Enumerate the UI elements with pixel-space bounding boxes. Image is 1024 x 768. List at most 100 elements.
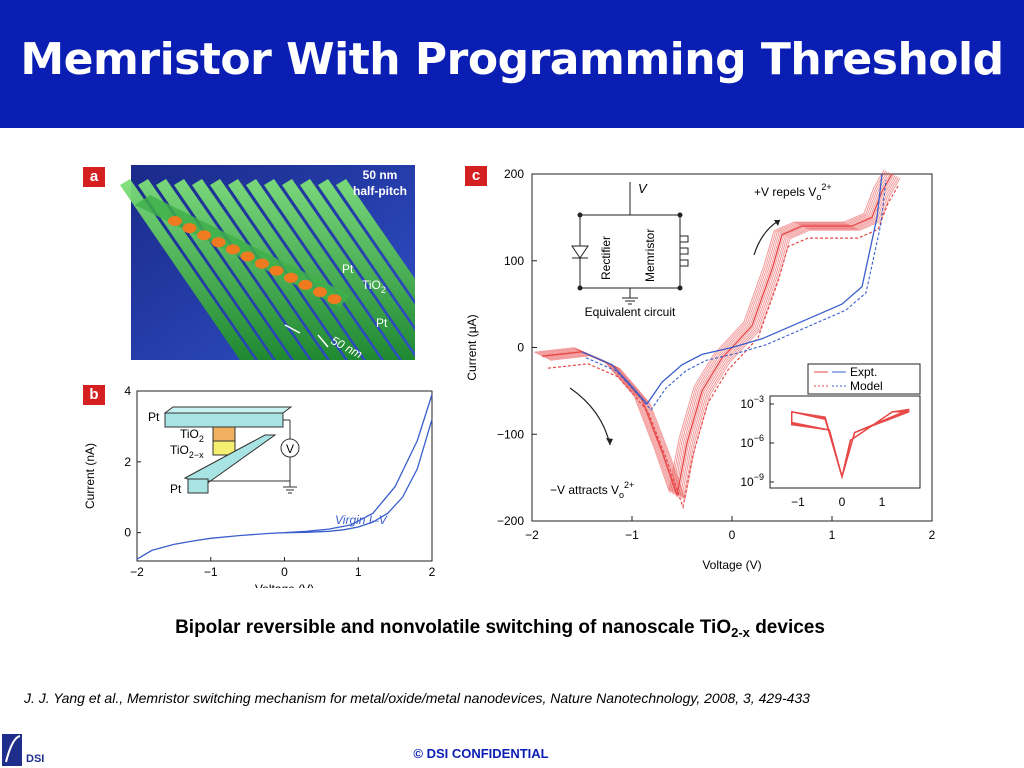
x-axis-label: Voltage (V)	[702, 558, 761, 572]
y-tick-label: 4	[124, 384, 131, 398]
meter-label: V	[286, 442, 294, 456]
expt-cycle	[535, 170, 887, 494]
nanowire	[246, 179, 381, 360]
scale-label-1: 50 nm	[363, 168, 398, 182]
inset-loop	[791, 411, 910, 480]
inset-tio2x: TiO2−x	[170, 443, 204, 460]
y-tick-label: 2	[124, 455, 131, 469]
y-tick-label: 0	[517, 341, 524, 355]
reference-citation: J. J. Yang et al., Memristor switching m…	[24, 690, 810, 706]
junction-pad	[240, 251, 255, 262]
junction-pad	[269, 265, 284, 276]
annotation-repels: +V repels Vo2+	[754, 182, 832, 202]
panel-a: a 50 nm half-pitch Pt TiO2 Pt 50 nm	[80, 165, 471, 360]
x-tick-label: 2	[929, 528, 936, 542]
panel-a-letter: a	[83, 167, 105, 187]
nanowire	[192, 179, 327, 360]
expt-cycle	[538, 172, 890, 496]
switching-iv-chart: −2 −1 0 1 2 −200 −100 0 100 200 Voltage (V) Current…	[465, 167, 936, 572]
nanowire	[282, 179, 417, 360]
x-tick-label: 1	[829, 528, 836, 542]
iv-curve-0	[136, 394, 433, 560]
figure-caption: Bipolar reversible and nonvolatile switc…	[175, 617, 825, 640]
junction-pad	[211, 237, 226, 248]
nanowire	[120, 179, 255, 360]
slide-title: Memristor With Programming Threshold	[20, 34, 1004, 85]
legend-expt: Expt.	[850, 365, 877, 379]
expt-cycle	[549, 177, 901, 501]
junction-pad	[226, 244, 240, 255]
annotation-attracts: −V attracts Vo2+	[550, 480, 634, 500]
panel-c: c −2 −1 0 1 2 −200 −100 0 100 200 Voltage (V) Curre…	[462, 160, 942, 590]
junction-pad	[327, 294, 342, 305]
inset-pt-bottom: Pt	[170, 482, 182, 496]
arrow-marker-2	[317, 334, 329, 348]
legend-virgin: Virgin I–V	[335, 513, 388, 527]
junction-pad	[182, 223, 197, 234]
tio2x-layer	[212, 440, 236, 456]
x-tick-label: 0	[281, 565, 288, 579]
y-tick-label: 100	[504, 254, 524, 268]
inset-xtick-2: 0	[839, 495, 846, 509]
pt-top-face	[163, 406, 293, 414]
circuit-v-label: V	[638, 181, 648, 196]
diode-icon	[571, 245, 589, 259]
model-curve	[581, 173, 883, 405]
inset-pt-top: Pt	[148, 410, 160, 424]
iv-curve-1	[284, 419, 433, 534]
equivalent-circuit: V Rectifier Memristor Equivalent circuit	[571, 181, 689, 319]
crossbar-afm-image	[120, 165, 471, 360]
nanowire	[300, 179, 435, 360]
pt-top-electrode	[164, 412, 284, 428]
y-tick-label: 200	[504, 167, 524, 181]
label-50nm: 50 nm	[329, 333, 365, 360]
logo-text: DSI	[26, 753, 44, 765]
footer-confidential: © DSI CONFIDENTIAL	[413, 746, 549, 761]
x-tick-label: −2	[130, 565, 144, 579]
inset-xtick-1: −1	[791, 495, 805, 509]
x-tick-label: 2	[429, 565, 436, 579]
inset-ytick-2: 10−6	[740, 433, 764, 450]
panel-c-letter: c	[465, 166, 487, 186]
x-tick-label: −2	[525, 528, 539, 542]
junction-pad	[298, 279, 313, 290]
title-bar: Memristor With Programming Threshold	[0, 0, 1024, 128]
nanowire	[264, 179, 399, 360]
junction-pad	[197, 230, 211, 241]
inset-tio2: TiO2	[180, 427, 204, 444]
memristor-label: Memristor	[643, 229, 657, 282]
x-tick-label: −1	[204, 565, 218, 579]
rectifier-label: Rectifier	[599, 236, 613, 280]
inset-ytick-1: 10−3	[740, 394, 764, 411]
expt-cycle	[537, 171, 888, 495]
arrow-attracts	[569, 387, 611, 446]
junction-pad	[284, 272, 298, 283]
junction-pad	[255, 258, 269, 269]
dsi-logo: DSI	[0, 732, 60, 768]
label-pt-top: Pt	[342, 262, 354, 276]
x-tick-label: −1	[625, 528, 639, 542]
panel-b-letter: b	[83, 385, 105, 405]
y-tick-label: 0	[124, 526, 131, 540]
label-tio2: TiO2	[362, 278, 386, 295]
model-curve-dotted	[585, 179, 887, 411]
legend: Expt. Model	[807, 363, 921, 395]
scale-label-2: half-pitch	[353, 184, 407, 198]
memristor-icon	[679, 235, 689, 267]
x-tick-label: 1	[355, 565, 362, 579]
x-axis-label: Voltage (V)	[255, 582, 314, 588]
panel-a-labels: 50 nm half-pitch Pt TiO2 Pt 50 nm	[284, 168, 407, 360]
y-axis-label: Current (μA)	[465, 314, 479, 380]
y-tick-label: −100	[497, 427, 524, 441]
pt-bottom-front	[187, 478, 209, 494]
expt-cycle	[546, 176, 898, 500]
y-axis-label: Current (nA)	[83, 443, 97, 509]
inset-xtick-3: 1	[879, 495, 886, 509]
legend-model: Model	[850, 379, 883, 393]
model-expt-dotted	[547, 185, 899, 510]
label-pt-bottom: Pt	[376, 316, 388, 330]
junction-pad	[313, 287, 327, 297]
y-tick-label: −200	[497, 514, 524, 528]
log-inset: 10−3 10−6 10−9 −1 0 1	[740, 394, 921, 509]
inset-ytick-3: 10−9	[740, 472, 764, 489]
